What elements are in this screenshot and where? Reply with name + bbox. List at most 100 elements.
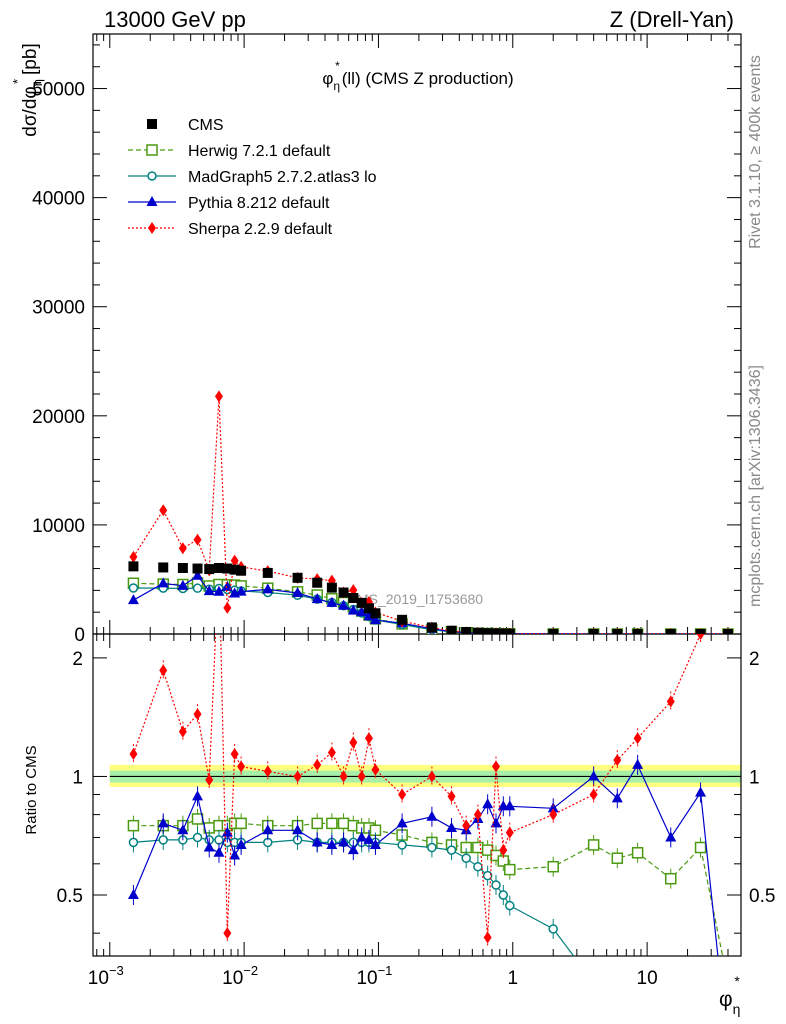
legend-entry: Herwig 7.2.1 default	[128, 143, 331, 160]
ratio-point	[633, 732, 642, 745]
legend-marker	[147, 119, 157, 129]
data-point	[292, 586, 304, 597]
ratio-point	[313, 758, 322, 771]
ratio-point	[482, 798, 494, 809]
series-3-ratio	[127, 754, 719, 956]
data-point	[230, 554, 239, 567]
ratio-point	[547, 802, 559, 813]
data-point	[695, 628, 706, 634]
ratio-point	[292, 824, 304, 835]
ratio-point	[235, 817, 247, 830]
data-point	[213, 563, 224, 573]
ratio-point	[613, 990, 621, 998]
legend-label: Sherpa 2.2.9 default	[188, 221, 333, 238]
rivet-label: Rivet 3.1.10, ≥ 400k events	[747, 55, 764, 249]
ratio-point	[724, 556, 732, 568]
data-point	[504, 628, 515, 634]
data-point	[665, 628, 676, 634]
x-tick-label-exp: −1	[378, 963, 393, 978]
ratio-point	[127, 888, 139, 899]
ratio-point	[230, 748, 239, 761]
ratio-point	[631, 847, 644, 859]
ratio-point	[504, 863, 516, 876]
ratio-point	[203, 841, 215, 852]
ratio-point	[221, 826, 233, 837]
data-point	[229, 564, 240, 575]
data-point	[311, 593, 323, 604]
data-point	[214, 390, 223, 403]
ratio-point	[339, 770, 348, 783]
ratio-point	[397, 840, 407, 850]
header-right: Z (Drell-Yan)	[610, 7, 734, 32]
data-point	[292, 572, 303, 583]
plot-title-sub: η	[333, 79, 340, 93]
ratio-point	[396, 817, 408, 828]
ratio-point	[369, 838, 381, 849]
data-point	[588, 628, 599, 634]
data-point	[128, 561, 139, 572]
x-tick-label: 10	[637, 968, 658, 989]
ratio-point	[723, 977, 733, 987]
series-ratio-line	[133, 818, 724, 956]
ratio-point	[505, 826, 514, 839]
ratio-point	[215, 551, 223, 563]
ratio-point	[695, 786, 707, 797]
legend-marker	[148, 222, 156, 234]
data-point	[192, 583, 203, 593]
watermark: CMS_2019_I1753680	[347, 591, 483, 607]
data-point	[262, 567, 273, 578]
legend-marker	[146, 144, 158, 156]
ratio-point	[371, 763, 380, 776]
ratio-point	[547, 860, 559, 873]
legend-marker	[146, 196, 158, 206]
legend-entry: CMS	[147, 117, 224, 134]
ratio-point	[129, 748, 138, 761]
ratio-point	[499, 844, 508, 857]
data-point	[192, 569, 204, 580]
legend-label: Herwig 7.2.1 default	[188, 143, 331, 160]
ratio-point	[634, 1003, 642, 1011]
x-axis-label-sub: η	[733, 1001, 741, 1017]
ratio-point	[338, 836, 350, 847]
data-point	[326, 596, 338, 607]
y-axis-label-sub: η	[30, 79, 45, 86]
data-point	[222, 563, 233, 574]
ratio-point	[665, 872, 677, 885]
ratio-point	[205, 773, 214, 786]
ratio-point	[159, 664, 168, 677]
ratio-point	[337, 817, 350, 830]
y-tick-label: 0	[74, 625, 85, 646]
data-point	[128, 583, 139, 593]
y-tick-label: 50000	[32, 80, 85, 101]
x-axis-label-main: φ	[719, 988, 733, 1011]
legend-entry: MadGraph5 2.7.2.atlas3 lo	[128, 169, 377, 186]
data-point	[312, 577, 323, 588]
ratio-point	[549, 808, 558, 821]
main-series	[127, 390, 734, 634]
ratio-point	[589, 788, 598, 801]
ratio-point	[504, 800, 516, 811]
data-point	[482, 628, 493, 634]
ratio-point	[446, 821, 458, 832]
x-tick-label: 10−1	[356, 963, 392, 989]
data-point	[262, 583, 274, 594]
ratio-point	[482, 870, 493, 881]
ratio-point	[363, 833, 375, 844]
ratio-point	[192, 832, 203, 843]
data-point	[193, 533, 202, 546]
ratio-point	[398, 788, 407, 801]
data-point	[338, 599, 350, 610]
data-point	[192, 563, 203, 574]
y-axis-label-sup: *	[10, 79, 25, 84]
ratio-point	[262, 824, 274, 835]
ratio-point	[293, 770, 302, 783]
x-axis-label: φη *	[719, 973, 740, 1017]
data-point	[370, 608, 381, 619]
ratio-point	[461, 853, 471, 863]
ratio-point	[632, 758, 644, 769]
ratio-point	[505, 900, 515, 911]
data-point	[158, 562, 169, 573]
ratio-point	[590, 978, 598, 986]
ratio-point	[223, 927, 232, 940]
